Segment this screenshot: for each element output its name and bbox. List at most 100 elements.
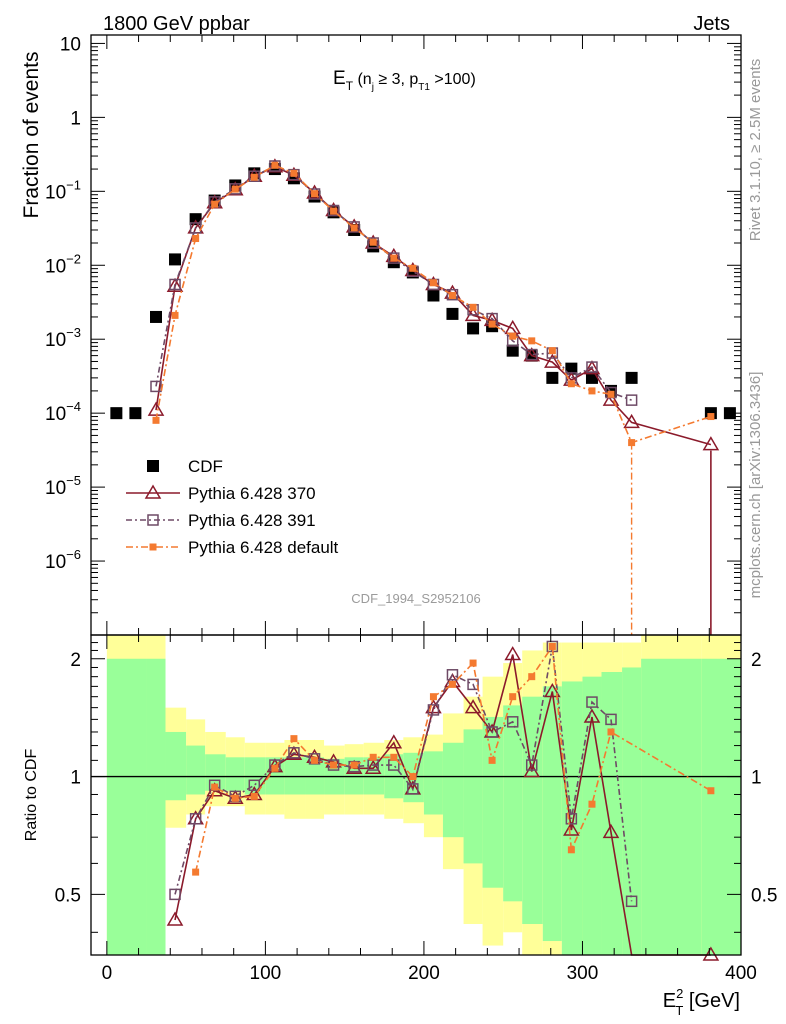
band-inner — [165, 731, 187, 801]
cdf-data-point — [129, 407, 142, 420]
p370-ratio-point — [166, 911, 184, 926]
x-tick-label: 0 — [102, 963, 113, 984]
cdf-data-point — [506, 344, 519, 357]
pdef-ratio-point — [350, 761, 358, 769]
p391-ratio-point — [586, 696, 598, 708]
pdef-ratio-point — [192, 868, 200, 876]
pdef-ratio-point — [250, 792, 258, 800]
p370-point — [702, 436, 720, 451]
p391-ratio-point — [506, 716, 519, 728]
legend-label-pdef: Pythia 6.428 default — [188, 538, 339, 557]
main-title: ET (nj ≥ 3, pT1 >100) — [333, 68, 476, 93]
band-inner — [503, 705, 523, 902]
pdef-point — [528, 337, 536, 345]
ratio-y-tick-label-right: 2 — [751, 650, 762, 671]
tick-mantissa: 10 — [45, 552, 66, 573]
tick-mantissa: 10 — [45, 182, 66, 203]
main-y-tick-label: 10−2 — [45, 251, 81, 277]
ratio-ylabel: Ratio to CDF — [23, 749, 40, 842]
band-inner — [146, 658, 166, 955]
p391-ratio-point — [427, 704, 440, 716]
x-tick-label: 400 — [725, 963, 757, 984]
p370-ratio-point — [364, 759, 382, 775]
pdef-ratio-point — [330, 761, 338, 769]
pdef-point — [448, 292, 456, 300]
pdef-point — [390, 254, 398, 262]
cdf-data-point — [467, 322, 480, 335]
p391-ratio-point — [467, 678, 479, 691]
p391-point — [586, 361, 598, 373]
tick-mantissa: 1 — [70, 108, 81, 129]
p391-ratio-point — [288, 747, 300, 759]
tick-exponent: −1 — [66, 177, 81, 192]
p391-point — [308, 188, 321, 200]
pdef-ratio-point — [469, 659, 477, 667]
p391-ratio-point — [169, 888, 181, 901]
cdf-data-point — [150, 310, 162, 323]
pdef-point — [409, 264, 417, 272]
p370-point — [166, 277, 184, 293]
pdef-ratio-line — [194, 644, 712, 873]
ratio-y-tick-label: 0.5 — [55, 885, 81, 906]
legend-label-p391: Pythia 6.428 391 — [188, 511, 316, 530]
p391-ratio-point — [565, 813, 578, 825]
mcplots-label: mcplots.cern.ch [arXiv:1306.3436] — [747, 372, 764, 599]
p391-point — [150, 380, 162, 393]
band-inner — [522, 696, 543, 925]
tick-exponent: −3 — [66, 325, 81, 340]
tick-exponent: −2 — [66, 251, 81, 266]
tick-exponent: −6 — [66, 547, 81, 562]
p370-ratio-point — [563, 821, 580, 836]
pdef-point — [469, 303, 477, 311]
pdef-line — [155, 164, 712, 444]
p391-ratio-point — [407, 783, 419, 795]
legend-label-cdf: CDF — [188, 457, 223, 476]
p370-ratio-point — [464, 699, 482, 714]
cdf-data-point — [446, 307, 459, 320]
header-right: Jets — [693, 13, 730, 35]
p370-line — [155, 165, 712, 446]
cdf-data-point — [110, 407, 123, 420]
p391-ratio-point — [327, 759, 340, 771]
ratio-frame — [90, 634, 742, 956]
legend: CDF Pythia 6.428 370 Pythia 6.428 391 Pythi… — [126, 457, 339, 557]
pdef-point — [429, 279, 437, 287]
pdef-ratio-point — [707, 787, 715, 795]
pdef-ratio-point — [211, 783, 219, 791]
header-left: 1800 GeV ppbar — [103, 13, 250, 35]
p391-ratio-point — [605, 713, 617, 726]
p391-ratio-point — [248, 779, 261, 792]
ratio-uncertainty-bands — [91, 635, 741, 955]
main-y-tick-label: 1 — [70, 108, 81, 129]
cdf-data-point — [169, 253, 182, 266]
p391-point — [229, 183, 242, 195]
p391-ratio-point — [525, 759, 538, 771]
pdef-ratio-point — [528, 673, 536, 681]
p391-point — [327, 204, 340, 217]
p370-ratio-point — [504, 646, 522, 661]
pdef-ratio-point — [311, 756, 319, 764]
p391-point — [348, 221, 360, 233]
pdef-point — [311, 190, 319, 198]
main-y-tick-label: 10−6 — [45, 547, 81, 573]
p391-ratio-point — [189, 813, 202, 825]
band-inner — [701, 658, 741, 955]
pdef-point — [548, 347, 556, 355]
p391-point — [269, 160, 281, 172]
p391-point — [388, 252, 400, 264]
ratio-y-tick-label-right: 0.5 — [751, 885, 777, 906]
watermark: CDF_1994_S2952106 — [351, 591, 480, 606]
p391-point — [248, 170, 261, 182]
p370-point — [504, 319, 522, 335]
pdef-point — [330, 207, 338, 215]
pdef-point — [171, 311, 179, 319]
band-inner — [542, 686, 562, 942]
tick-exponent: −5 — [66, 473, 81, 488]
p370-ratio-point — [602, 823, 620, 839]
band-inner — [482, 716, 504, 888]
band-inner — [442, 742, 464, 838]
pdef-ratio-point — [409, 773, 417, 781]
p370-point — [623, 413, 640, 429]
p391-point — [525, 348, 538, 361]
